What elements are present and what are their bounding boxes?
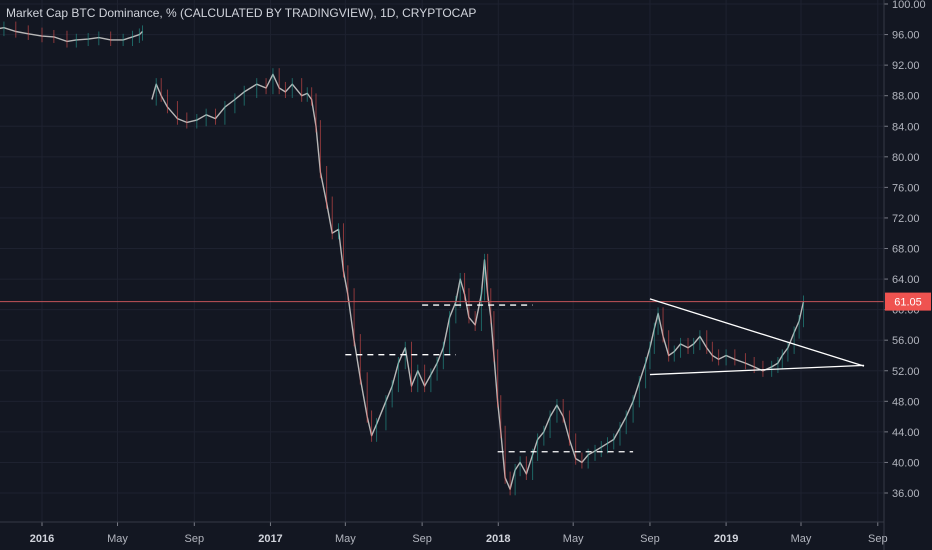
chart-title: Market Cap BTC Dominance, % (CALCULATED … bbox=[6, 6, 477, 20]
x-tick-label: Sep bbox=[868, 533, 888, 545]
x-axis: 2016 May Sep 2017 May Sep 2018 May Sep 2019 May Sep bbox=[0, 521, 888, 545]
y-tick-label: 88.00 bbox=[892, 91, 920, 103]
x-tick-label: 2019 bbox=[714, 533, 738, 545]
x-tick-label: May bbox=[335, 533, 356, 545]
y-tick-label: 80.00 bbox=[892, 152, 920, 164]
y-tick-label: 92.00 bbox=[892, 60, 920, 72]
x-tick-label: May bbox=[107, 533, 128, 545]
y-tick-label: 100.00 bbox=[892, 0, 926, 11]
trend-line bbox=[649, 298, 865, 367]
x-tick-label: Sep bbox=[640, 533, 660, 545]
y-tick-label: 44.00 bbox=[892, 427, 920, 439]
y-tick-label: 72.00 bbox=[892, 213, 920, 225]
series-line bbox=[151, 73, 805, 490]
annotations bbox=[0, 298, 884, 453]
y-tick-label: 64.00 bbox=[892, 274, 920, 286]
x-tick-label: 2017 bbox=[258, 533, 282, 545]
trend-line bbox=[649, 364, 865, 376]
y-tick-label: 48.00 bbox=[892, 396, 920, 408]
y-tick-label: 52.00 bbox=[892, 366, 920, 378]
x-tick-label: Sep bbox=[412, 533, 432, 545]
y-axis: 100.00 96.00 92.00 88.00 84.00 80.00 76.00 72.0… bbox=[883, 0, 931, 550]
x-tick-label: May bbox=[563, 533, 584, 545]
price-tag-label: 61.05 bbox=[894, 297, 922, 309]
y-tick-label: 36.00 bbox=[892, 488, 920, 500]
x-tick-label: 2016 bbox=[30, 533, 54, 545]
y-tick-label: 96.00 bbox=[892, 30, 920, 42]
x-tick-label: 2018 bbox=[486, 533, 510, 545]
price-series bbox=[0, 21, 805, 496]
x-tick-label: May bbox=[791, 533, 812, 545]
y-tick-label: 68.00 bbox=[892, 244, 920, 256]
price-tag bbox=[885, 292, 931, 311]
x-tick-label: Sep bbox=[185, 533, 205, 545]
y-tick-label: 84.00 bbox=[892, 121, 920, 133]
grid bbox=[0, 0, 884, 522]
y-tick-label: 76.00 bbox=[892, 182, 920, 194]
y-tick-label: 56.00 bbox=[892, 335, 920, 347]
y-tick-label: 40.00 bbox=[892, 457, 920, 469]
